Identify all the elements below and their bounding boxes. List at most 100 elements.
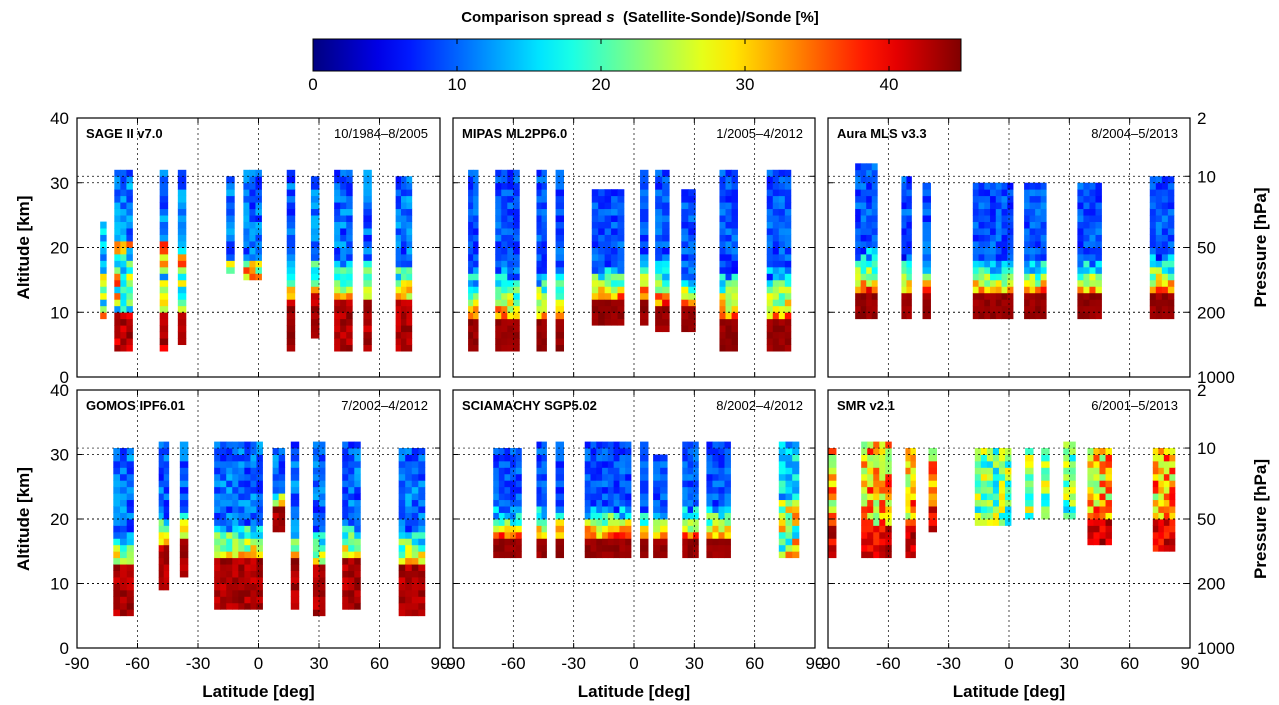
heatmap-cell bbox=[861, 538, 868, 546]
panel-period: 10/1984–8/2005 bbox=[334, 126, 428, 141]
heatmap-cell bbox=[158, 473, 165, 481]
heatmap-cell bbox=[405, 499, 413, 507]
heatmap-cell bbox=[860, 253, 867, 261]
heatmap-cell bbox=[1167, 247, 1175, 255]
heatmap-cell bbox=[784, 260, 792, 268]
heatmap-cell bbox=[879, 506, 886, 513]
heatmap-cell bbox=[871, 266, 878, 274]
heatmap-cell bbox=[272, 512, 280, 520]
heatmap-cell bbox=[163, 538, 170, 546]
heatmap-cell bbox=[342, 538, 349, 546]
heatmap-cell bbox=[910, 480, 916, 488]
heatmap-cell bbox=[220, 519, 227, 526]
heatmap-cell bbox=[855, 279, 862, 287]
heatmap-cell bbox=[126, 221, 133, 229]
heatmap-cell bbox=[619, 467, 626, 475]
heatmap-cell bbox=[541, 260, 547, 268]
heatmap-cell bbox=[617, 228, 625, 235]
heatmap-cell bbox=[354, 473, 361, 481]
heatmap-cell bbox=[1163, 531, 1170, 539]
heatmap-cell bbox=[607, 512, 615, 520]
heatmap-cell bbox=[1077, 273, 1084, 281]
heatmap-cell bbox=[507, 215, 514, 222]
heatmap-cell bbox=[655, 273, 663, 281]
heatmap-cell bbox=[590, 519, 597, 526]
heatmap-cell bbox=[555, 228, 565, 235]
heatmap-cell bbox=[179, 506, 189, 513]
heatmap-cell bbox=[163, 551, 170, 559]
heatmap-cell bbox=[398, 506, 406, 513]
heatmap-cell bbox=[411, 609, 419, 617]
heatmap-cell bbox=[607, 499, 615, 507]
heatmap-cell bbox=[660, 544, 668, 552]
heatmap-cell bbox=[992, 454, 1000, 462]
pressure-tick-label: 50 bbox=[1197, 510, 1216, 529]
heatmap-cell bbox=[866, 189, 873, 197]
heatmap-cell bbox=[725, 292, 732, 300]
heatmap-cell bbox=[250, 512, 257, 520]
heatmap-cell bbox=[498, 512, 505, 520]
heatmap-cell bbox=[660, 551, 668, 559]
heatmap-cell bbox=[405, 551, 413, 559]
heatmap-column bbox=[493, 448, 522, 559]
heatmap-cell bbox=[625, 441, 632, 449]
heatmap-cell bbox=[591, 273, 599, 281]
heatmap-cell bbox=[604, 234, 612, 242]
heatmap-cell bbox=[1093, 467, 1100, 475]
heatmap-cell bbox=[653, 506, 661, 513]
panel-title: SCIAMACHY SGP5.02 bbox=[462, 398, 597, 413]
heatmap-cell bbox=[319, 531, 326, 539]
heatmap-cell bbox=[290, 531, 300, 539]
heatmap-cell bbox=[120, 454, 128, 462]
heatmap-cell bbox=[418, 570, 426, 578]
heatmap-cell bbox=[114, 215, 121, 222]
heatmap-column bbox=[681, 189, 696, 333]
heatmap-cell bbox=[1087, 506, 1094, 513]
heatmap-cell bbox=[1035, 195, 1042, 203]
heatmap-cell bbox=[655, 312, 663, 320]
heatmap-cell bbox=[243, 266, 250, 274]
heatmap-cell bbox=[411, 499, 419, 507]
heatmap-cell bbox=[731, 279, 738, 287]
heatmap-cell bbox=[226, 577, 233, 584]
heatmap-cell bbox=[1155, 292, 1163, 300]
heatmap-cell bbox=[250, 531, 257, 539]
heatmap-cell bbox=[177, 286, 187, 294]
heatmap-cell bbox=[1024, 202, 1031, 210]
heatmap-cell bbox=[785, 486, 793, 494]
heatmap-cell bbox=[250, 538, 257, 546]
heatmap-cell bbox=[718, 525, 725, 533]
heatmap-cell bbox=[220, 596, 227, 604]
heatmap-cell bbox=[401, 195, 407, 203]
heatmap-cell bbox=[792, 473, 800, 481]
heatmap-cell bbox=[310, 273, 320, 281]
heatmap-cell bbox=[1041, 448, 1050, 455]
heatmap-cell bbox=[286, 286, 296, 294]
heatmap-cell bbox=[613, 448, 620, 455]
heatmap-cell bbox=[250, 499, 257, 507]
heatmap-cell bbox=[922, 228, 931, 235]
heatmap-cell bbox=[602, 499, 609, 507]
heatmap-cell bbox=[278, 486, 286, 494]
heatmap-cell bbox=[406, 260, 413, 268]
heatmap-cell bbox=[596, 525, 603, 533]
heatmap-cell bbox=[1087, 499, 1094, 507]
heatmap-cell bbox=[611, 279, 618, 287]
heatmap-cell bbox=[855, 299, 862, 307]
heatmap-cell bbox=[611, 260, 618, 268]
heatmap-cell bbox=[660, 512, 668, 520]
heatmap-cell bbox=[507, 286, 514, 294]
heatmap-cell bbox=[828, 531, 837, 539]
heatmap-cell bbox=[1063, 454, 1070, 462]
heatmap-cell bbox=[310, 228, 320, 235]
heatmap-cell bbox=[226, 519, 233, 526]
heatmap-cell bbox=[1077, 234, 1084, 242]
heatmap-cell bbox=[778, 519, 786, 526]
heatmap-cell bbox=[828, 493, 837, 501]
heatmap-cell bbox=[866, 228, 873, 235]
heatmap-cell bbox=[978, 189, 985, 197]
heatmap-cell bbox=[310, 215, 320, 222]
heatmap-cell bbox=[910, 544, 916, 552]
heatmap-cell bbox=[243, 273, 250, 281]
heatmap-cell bbox=[536, 519, 542, 526]
